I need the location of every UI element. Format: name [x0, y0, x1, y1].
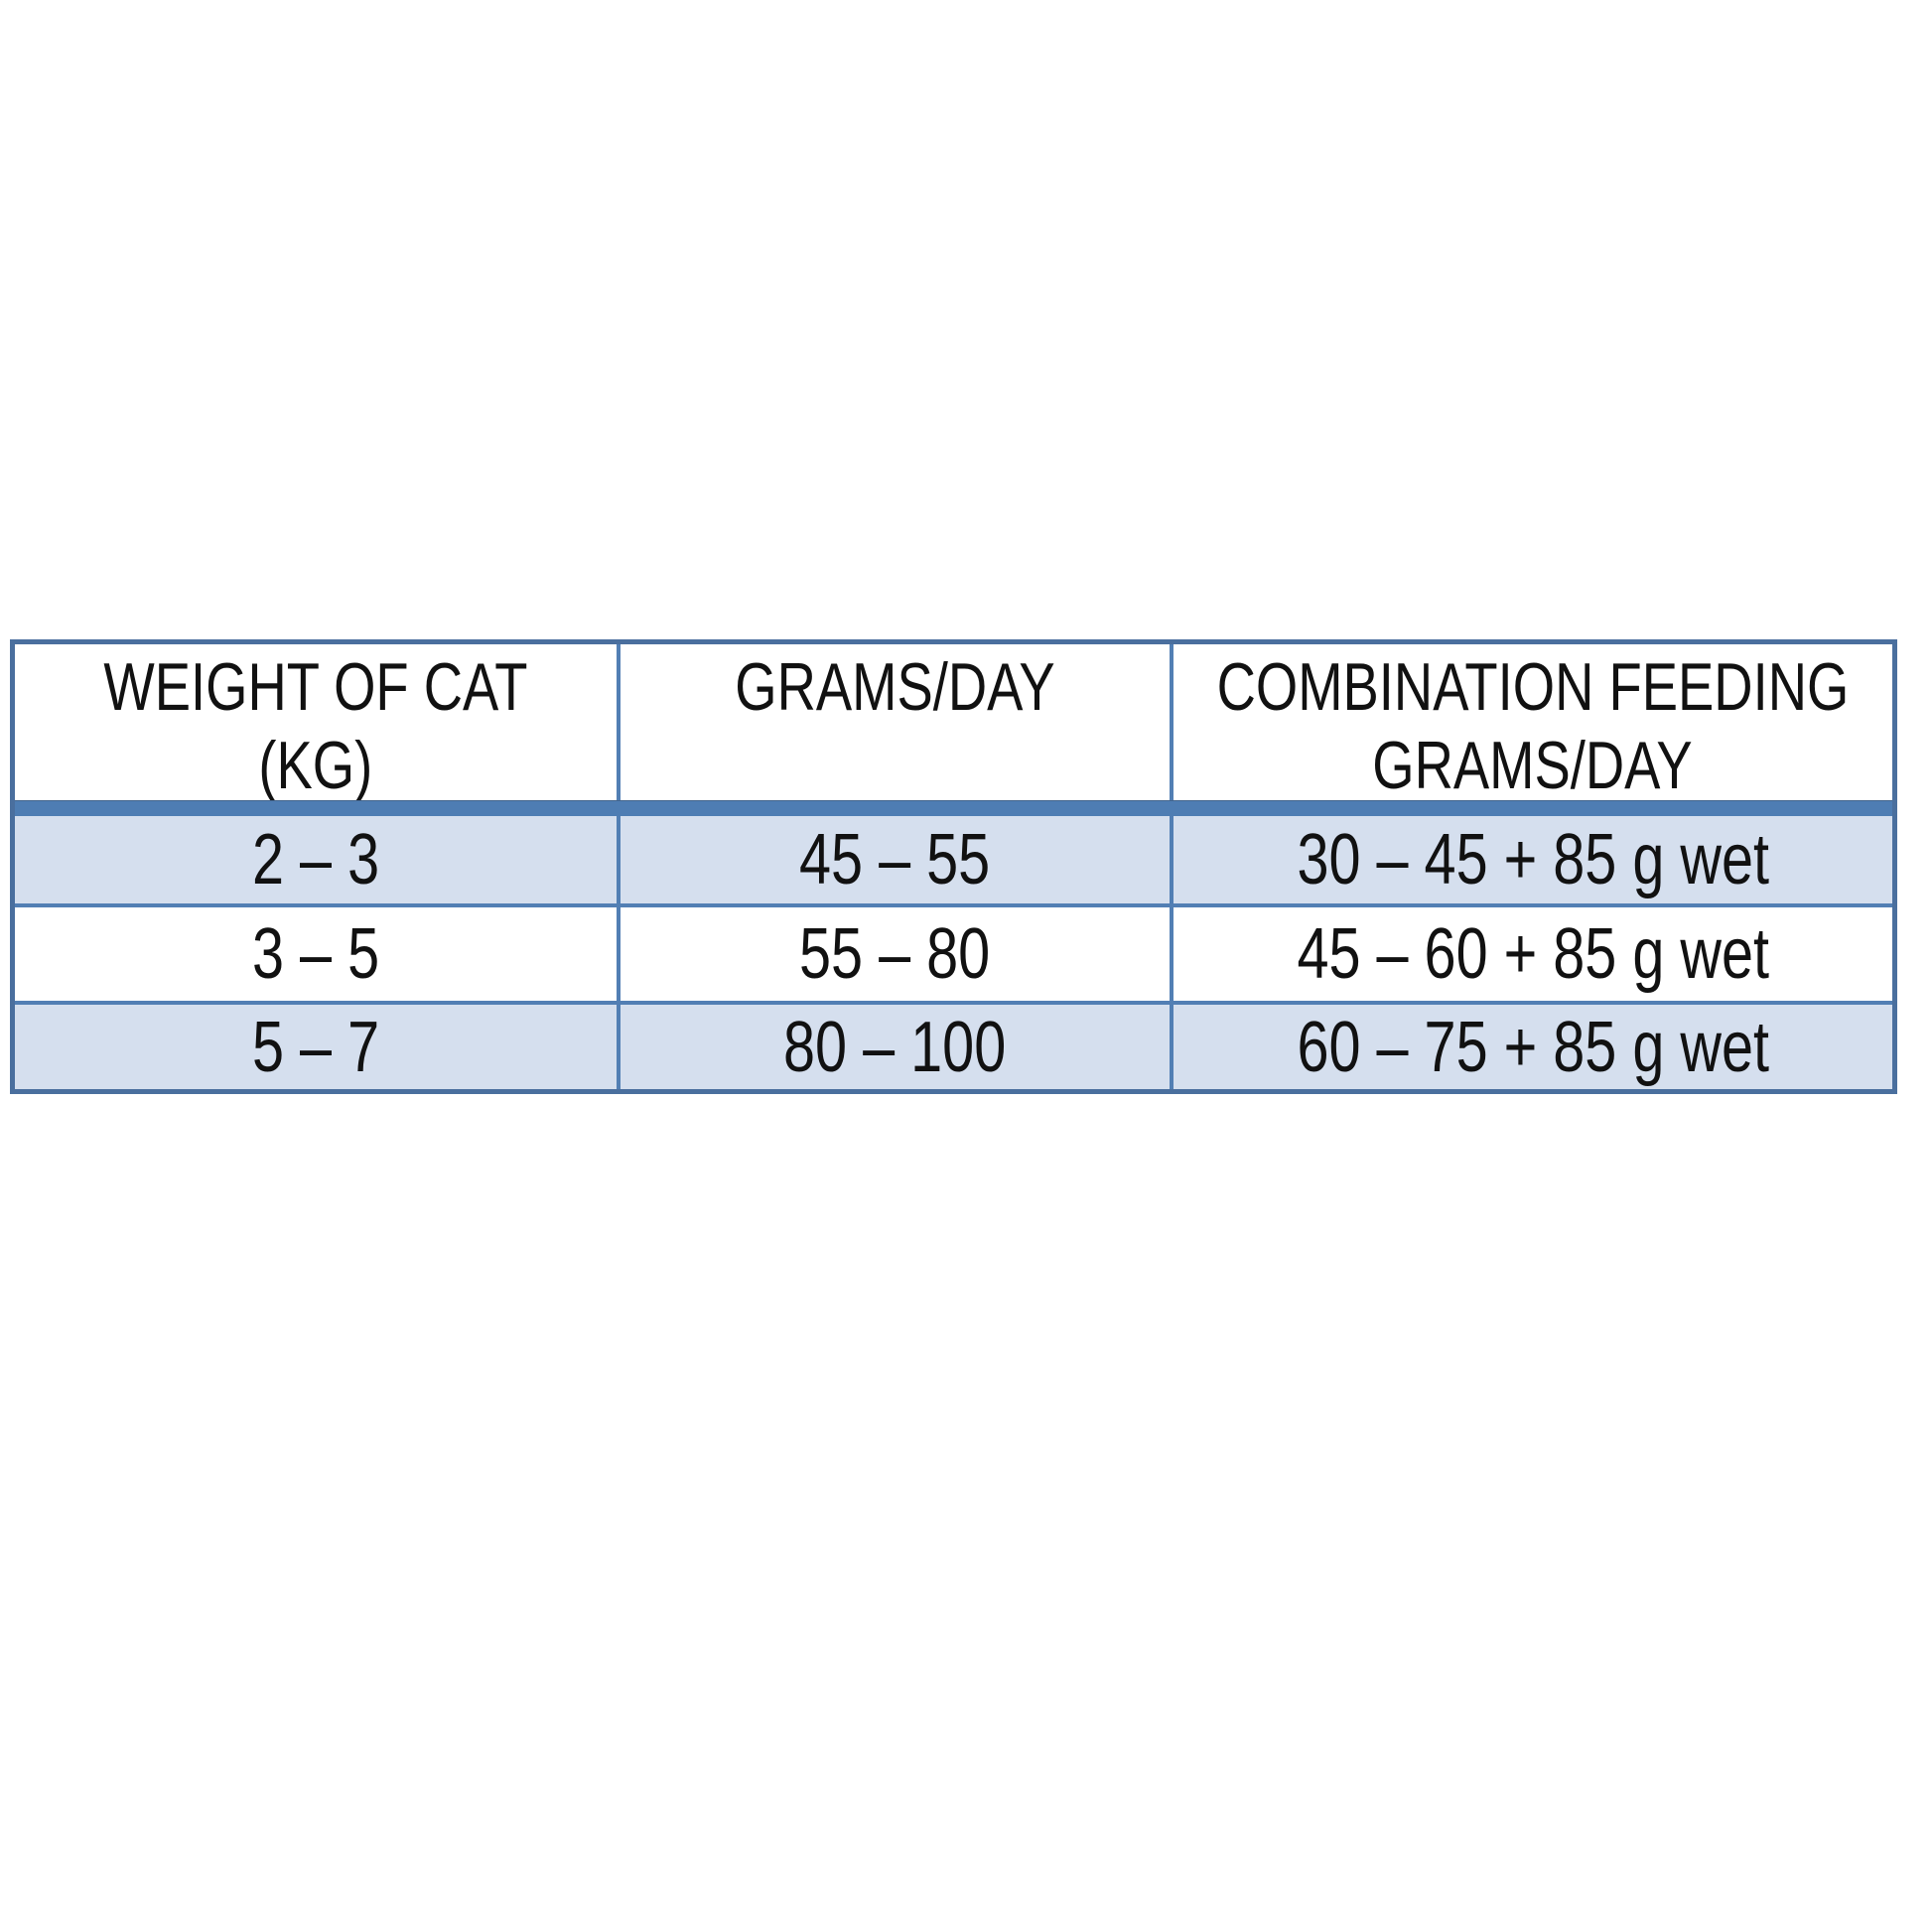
header-combination-line1: COMBINATION FEEDING: [1216, 649, 1850, 725]
cell-row2-weight: 3 – 5: [15, 903, 621, 1001]
header-combination-feeding: COMBINATION FEEDING GRAMS/DAY: [1173, 644, 1892, 800]
header-grams-line1: GRAMS/DAY: [735, 649, 1055, 725]
header-combination-line2: GRAMS/DAY: [1372, 728, 1694, 800]
cell-row1-weight-value: 2 – 3: [251, 820, 380, 899]
cell-row2-combination-value: 45 – 60 + 85 g wet: [1297, 914, 1769, 994]
header-weight-line2: (KG): [258, 728, 373, 800]
cell-row2-grams-value: 55 – 80: [799, 914, 991, 994]
cell-row1-combination-value: 30 – 45 + 85 g wet: [1297, 820, 1769, 899]
cell-row1-grams: 45 – 55: [621, 816, 1173, 903]
header-grams-per-day: GRAMS/DAY: [621, 644, 1173, 800]
cell-row3-weight: 5 – 7: [15, 1001, 621, 1089]
cell-row2-grams: 55 – 80: [621, 903, 1173, 1001]
header-separator-band: [15, 800, 1892, 816]
cell-row3-weight-value: 5 – 7: [251, 1007, 380, 1087]
cell-row1-combination: 30 – 45 + 85 g wet: [1173, 816, 1892, 903]
cell-row1-weight: 2 – 3: [15, 816, 621, 903]
cat-feeding-guide-table: WEIGHT OF CAT (KG) GRAMS/DAY COMBINATION…: [10, 639, 1897, 1094]
header-weight-line1: WEIGHT OF CAT: [103, 649, 528, 725]
cell-row3-grams-value: 80 – 100: [783, 1007, 1007, 1087]
cell-row3-grams: 80 – 100: [621, 1001, 1173, 1089]
cell-row3-combination: 60 – 75 + 85 g wet: [1173, 1001, 1892, 1089]
header-weight-of-cat: WEIGHT OF CAT (KG): [15, 644, 621, 800]
cell-row2-combination: 45 – 60 + 85 g wet: [1173, 903, 1892, 1001]
cell-row3-combination-value: 60 – 75 + 85 g wet: [1297, 1007, 1769, 1087]
cell-row2-weight-value: 3 – 5: [251, 914, 380, 994]
cell-row1-grams-value: 45 – 55: [799, 820, 991, 899]
